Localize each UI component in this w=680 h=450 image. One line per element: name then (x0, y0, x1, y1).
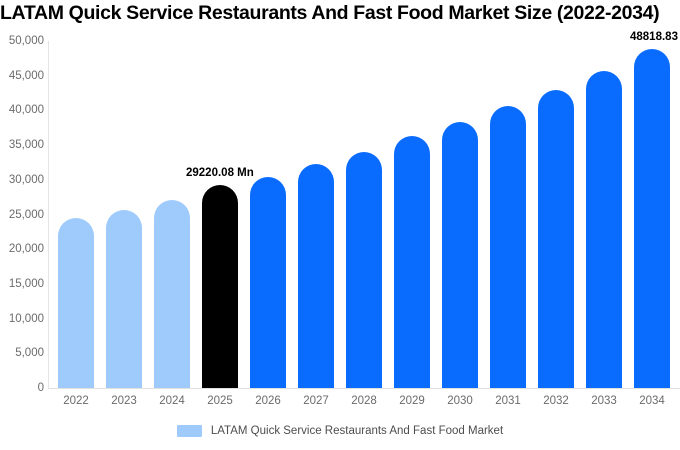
plot-area (48, 41, 680, 388)
legend-item-label: LATAM Quick Service Restaurants And Fast… (210, 425, 504, 437)
bar-2033[interactable] (586, 70, 622, 388)
x-axis-label-2025: 2025 (207, 395, 233, 407)
bar-2030[interactable] (442, 122, 478, 388)
bar-2022[interactable] (58, 217, 94, 388)
bar-2034[interactable] (634, 49, 670, 388)
bar-2024[interactable] (154, 199, 190, 388)
data-label-2034: 48818.83 Mn (630, 31, 680, 44)
x-axis-label-2027: 2027 (303, 395, 329, 407)
bar-2032[interactable] (538, 89, 574, 388)
bar-2028[interactable] (346, 151, 382, 388)
x-axis-label-2033: 2033 (591, 395, 617, 407)
y-axis: 50,000 45,000 40,000 35,000 30,000 25,000 20,0… (0, 35, 44, 394)
x-axis-label-2022: 2022 (63, 395, 89, 407)
chart-legend: LATAM Quick Service Restaurants And Fast… (0, 425, 680, 437)
y-axis-tick-label: 45,000 (8, 69, 44, 82)
y-axis-tick-label: 5,000 (15, 347, 44, 360)
x-axis-label-2023: 2023 (111, 395, 137, 407)
x-axis-label-2028: 2028 (351, 395, 377, 407)
bar-2023[interactable] (106, 209, 142, 388)
y-axis-line (48, 41, 49, 388)
y-axis-tick-label: 10,000 (8, 312, 44, 325)
x-axis-label-2032: 2032 (543, 395, 569, 407)
x-axis-label-2029: 2029 (399, 395, 425, 407)
data-label-2025: 29220.08 Mn (186, 167, 254, 180)
bar-2026[interactable] (250, 177, 286, 388)
bar-2031[interactable] (490, 106, 526, 388)
x-axis-label-2034: 2034 (639, 395, 665, 407)
y-axis-tick-label: 15,000 (8, 277, 44, 290)
bar-2027[interactable] (298, 163, 334, 388)
y-axis-tick-label: 25,000 (8, 208, 44, 221)
legend-swatch-icon (176, 425, 202, 437)
y-axis-tick-label: 30,000 (8, 173, 44, 186)
bar-2029[interactable] (394, 135, 430, 388)
y-axis-tick-label: 35,000 (8, 139, 44, 152)
y-axis-tick-label: 0 (37, 382, 44, 394)
bar-2025[interactable] (202, 185, 238, 388)
x-axis-label-2031: 2031 (495, 395, 521, 407)
x-axis-line (48, 388, 680, 389)
y-axis-tick-label: 20,000 (8, 243, 44, 256)
chart-title: LATAM Quick Service Restaurants And Fast… (0, 2, 660, 24)
x-axis-label-2024: 2024 (159, 395, 185, 407)
x-axis-label-2030: 2030 (447, 395, 473, 407)
y-axis-tick-label: 40,000 (8, 104, 44, 117)
y-axis-tick-label: 50,000 (8, 35, 44, 47)
x-axis-label-2026: 2026 (255, 395, 281, 407)
